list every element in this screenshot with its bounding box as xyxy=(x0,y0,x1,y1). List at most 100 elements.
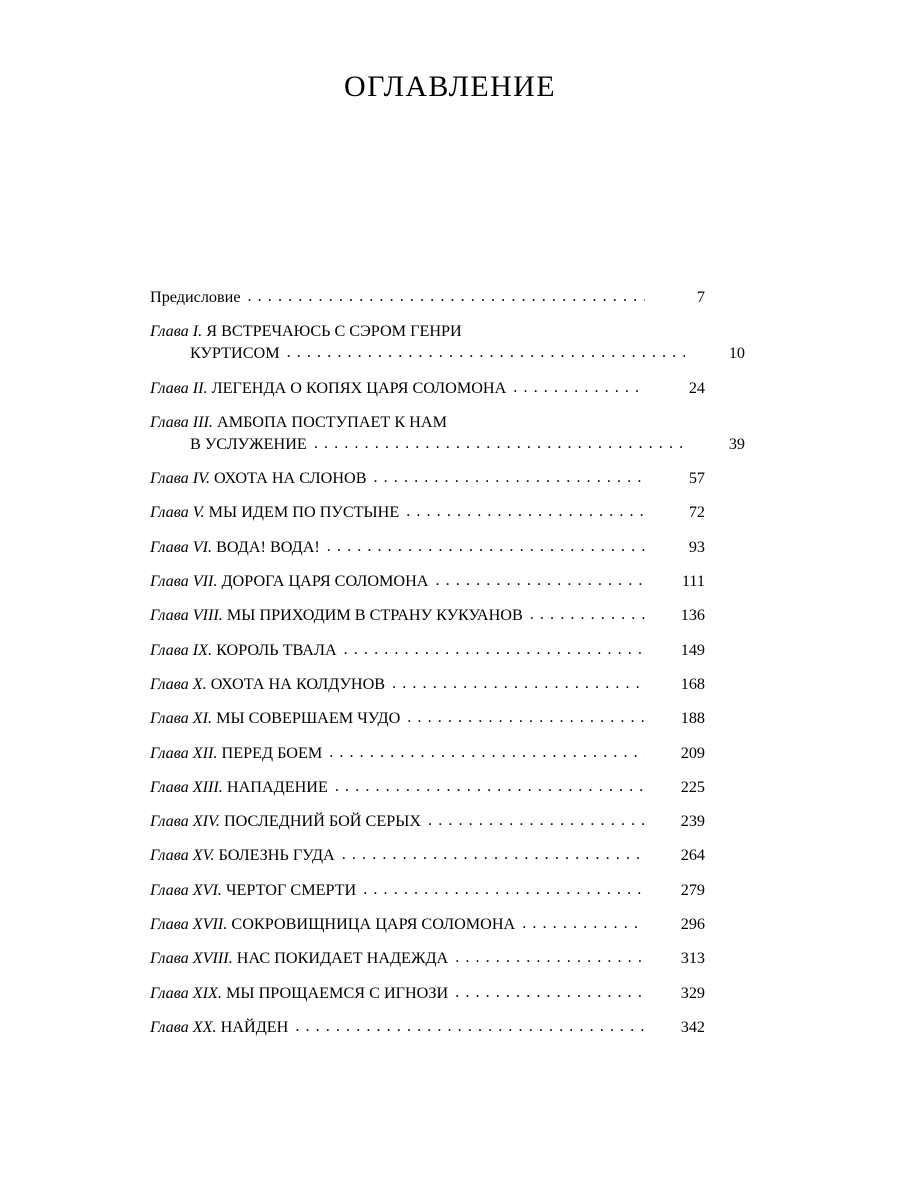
toc-dot-leader xyxy=(530,606,645,622)
toc-page-number: 342 xyxy=(680,1017,705,1036)
toc-entry-line: Глава IV. ОХОТА НА СЛОНОВ 57 xyxy=(150,467,705,489)
toc-dot-leader xyxy=(374,469,645,485)
toc-entry-title: МЫ ПРОЩАЕМСЯ С ИГНОЗИ xyxy=(226,983,449,1002)
toc-page-number: 209 xyxy=(680,743,705,762)
toc-entry-label: КУРТИСОМ xyxy=(190,342,280,364)
toc-chapter-number: Глава I. xyxy=(150,322,203,341)
toc-entry-line: Глава XI. МЫ СОВЕРШАЕМ ЧУДО 188 xyxy=(150,707,705,729)
toc-dot-leader xyxy=(342,846,645,862)
toc-page-number: 279 xyxy=(680,880,705,899)
toc-entry-title: ЛЕГЕНДА О КОПЯХ ЦАРЯ СОЛОМОНА xyxy=(211,378,507,397)
toc-page-number: 168 xyxy=(680,674,705,693)
toc-entry-label: Глава XVIII. НАС ПОКИДАЕТ НАДЕЖДА xyxy=(150,947,448,969)
toc-entry-label: Глава V. МЫ ИДЕМ ПО ПУСТЫНЕ xyxy=(150,501,399,523)
toc-dot-leader xyxy=(406,503,645,519)
toc-entry[interactable]: Глава V. МЫ ИДЕМ ПО ПУСТЫНЕ 72 xyxy=(150,501,705,523)
toc-entry[interactable]: Глава XVIII. НАС ПОКИДАЕТ НАДЕЖДА 313 xyxy=(150,947,705,969)
toc-entry-title: НАПАДЕНИЕ xyxy=(226,777,328,796)
toc-dot-leader xyxy=(455,949,645,965)
toc-entry-title: БОЛЕЗНЬ ГУДА xyxy=(218,846,335,865)
toc-entry[interactable]: Глава I. Я ВСТРЕЧАЮСЬ С СЭРОМ ГЕНРИ КУРТИ… xyxy=(150,320,745,364)
toc-entry-line: Глава XVIII. НАС ПОКИДАЕТ НАДЕЖДА 313 xyxy=(150,947,705,969)
toc-chapter-number: Глава II. xyxy=(150,378,208,397)
toc-entry[interactable]: Глава VIII. МЫ ПРИХОДИМ В СТРАНУ КУКУАНО… xyxy=(150,604,705,626)
toc-entry-title: ЧЕРТОГ СМЕРТИ xyxy=(226,880,357,899)
toc-chapter-number: Глава III. xyxy=(150,412,213,431)
toc-entry-line: Предисловие 7 xyxy=(150,286,705,308)
toc-dot-leader xyxy=(335,778,645,794)
toc-entry[interactable]: Глава III. АМБОПА ПОСТУПАЕТ К НАМ В УСЛУЖ… xyxy=(150,411,745,455)
toc-entry-label: Глава IV. ОХОТА НА СЛОНОВ xyxy=(150,467,367,489)
toc-entry-label: Глава IX. КОРОЛЬ ТВАЛА xyxy=(150,639,337,661)
toc-entry-line: Глава XVI. ЧЕРТОГ СМЕРТИ 279 xyxy=(150,879,705,901)
toc-entry[interactable]: Глава XIX. МЫ ПРОЩАЕМСЯ С ИГНОЗИ 329 xyxy=(150,982,705,1004)
toc-page-number: 188 xyxy=(680,709,705,728)
toc-entry[interactable]: Глава XIV. ПОСЛЕДНИЙ БОЙ СЕРЫХ 239 xyxy=(150,810,705,832)
toc-entry[interactable]: Глава XIII. НАПАДЕНИЕ 225 xyxy=(150,776,705,798)
toc-entry[interactable]: Глава XII. ПЕРЕД БОЕМ 209 xyxy=(150,742,705,764)
toc-entry-line: Глава VI. ВОДА! ВОДА! 93 xyxy=(150,536,705,558)
toc-chapter-number: Глава XV. xyxy=(150,846,215,865)
toc-chapter-number: Глава XVI. xyxy=(150,880,222,899)
toc-dot-leader xyxy=(329,744,645,760)
toc-page-number: 313 xyxy=(680,949,705,968)
toc-entry[interactable]: Глава IV. ОХОТА НА СЛОНОВ 57 xyxy=(150,467,705,489)
toc-entry-label: Глава XIX. МЫ ПРОЩАЕМСЯ С ИГНОЗИ xyxy=(150,982,448,1004)
toc-page-number: 39 xyxy=(728,434,745,453)
toc-entry-label: Глава VII. ДОРОГА ЦАРЯ СОЛОМОНА xyxy=(150,570,429,592)
toc-entry-title: СОКРОВИЩНИЦА ЦАРЯ СОЛОМОНА xyxy=(231,915,516,934)
toc-dot-leader xyxy=(344,641,645,657)
toc-entry-title: МЫ СОВЕРШАЕМ ЧУДО xyxy=(216,709,401,728)
toc-entry[interactable]: Глава II. ЛЕГЕНДА О КОПЯХ ЦАРЯ СОЛОМОНА 2… xyxy=(150,377,705,399)
toc-entry-label: Глава XIV. ПОСЛЕДНИЙ БОЙ СЕРЫХ xyxy=(150,810,421,832)
toc-entry-line: Глава XIX. МЫ ПРОЩАЕМСЯ С ИГНОЗИ 329 xyxy=(150,982,705,1004)
toc-entry-title: НАС ПОКИДАЕТ НАДЕЖДА xyxy=(236,949,449,968)
toc-entry-label: Глава III. АМБОПА ПОСТУПАЕТ К НАМ xyxy=(150,411,447,433)
toc-entry-title: АМБОПА ПОСТУПАЕТ К НАМ xyxy=(217,412,447,431)
toc-entry[interactable]: Глава XVI. ЧЕРТОГ СМЕРТИ 279 xyxy=(150,879,705,901)
toc-entry-line: Глава I. Я ВСТРЕЧАЮСЬ С СЭРОМ ГЕНРИ xyxy=(150,320,705,342)
toc-entry-label: Глава XVI. ЧЕРТОГ СМЕРТИ xyxy=(150,879,356,901)
toc-entry[interactable]: Глава XI. МЫ СОВЕРШАЕМ ЧУДО 188 xyxy=(150,707,705,729)
toc-entry-title: КУРТИСОМ xyxy=(190,344,280,363)
toc-dot-leader xyxy=(327,538,645,554)
toc-page-number: 264 xyxy=(680,846,705,865)
toc-entry-line: Глава VII. ДОРОГА ЦАРЯ СОЛОМОНА 111 xyxy=(150,570,705,592)
toc-entry-label: Предисловие xyxy=(150,286,241,308)
toc-dot-leader xyxy=(287,344,685,360)
toc-entry-line: В УСЛУЖЕНИЕ 39 xyxy=(150,433,745,455)
toc-entry[interactable]: Глава IX. КОРОЛЬ ТВАЛА 149 xyxy=(150,639,705,661)
toc-entry-label: Глава I. Я ВСТРЕЧАЮСЬ С СЭРОМ ГЕНРИ xyxy=(150,320,462,342)
toc-entry-line: КУРТИСОМ 10 xyxy=(150,342,745,364)
toc-chapter-number: Глава XIII. xyxy=(150,777,223,796)
toc-chapter-number: Глава XIV. xyxy=(150,812,220,831)
toc-entry-line: Глава XV. БОЛЕЗНЬ ГУДА 264 xyxy=(150,844,705,866)
toc-entry-title: Я ВСТРЕЧАЮСЬ С СЭРОМ ГЕНРИ xyxy=(206,322,462,341)
toc-entry[interactable]: Глава VII. ДОРОГА ЦАРЯ СОЛОМОНА 111 xyxy=(150,570,705,592)
toc-entry-line: Глава III. АМБОПА ПОСТУПАЕТ К НАМ xyxy=(150,411,705,433)
toc-entry-title: ПОСЛЕДНИЙ БОЙ СЕРЫХ xyxy=(223,812,422,831)
toc-entry[interactable]: Глава X. ОХОТА НА КОЛДУНОВ 168 xyxy=(150,673,705,695)
toc-entry[interactable]: Глава VI. ВОДА! ВОДА! 93 xyxy=(150,536,705,558)
toc-entry-line: Глава XX. НАЙДЕН 342 xyxy=(150,1016,705,1038)
toc-entry-title: ДОРОГА ЦАРЯ СОЛОМОНА xyxy=(221,572,429,591)
toc-entry-line: Глава XIII. НАПАДЕНИЕ 225 xyxy=(150,776,705,798)
toc-entry-title: ПЕРЕД БОЕМ xyxy=(221,743,323,762)
toc-page-number: 329 xyxy=(680,983,705,1002)
toc-dot-leader xyxy=(513,379,645,395)
toc-entry-line: Глава XII. ПЕРЕД БОЕМ 209 xyxy=(150,742,705,764)
toc-dot-leader xyxy=(455,984,645,1000)
toc-dot-leader xyxy=(363,881,645,897)
toc-chapter-number: Глава XVIII. xyxy=(150,949,233,968)
toc-entry[interactable]: Предисловие 7 xyxy=(150,286,705,308)
toc-entry-label: Глава XI. МЫ СОВЕРШАЕМ ЧУДО xyxy=(150,707,400,729)
toc-entry[interactable]: Глава XX. НАЙДЕН 342 xyxy=(150,1016,705,1038)
toc-entry-line: Глава VIII. МЫ ПРИХОДИМ В СТРАНУ КУКУАНО… xyxy=(150,604,705,626)
toc-page-number: 24 xyxy=(688,378,705,397)
toc-entry[interactable]: Глава XVII. СОКРОВИЩНИЦА ЦАРЯ СОЛОМОНА 29… xyxy=(150,913,705,935)
toc-chapter-number: Глава VIII. xyxy=(150,606,223,625)
toc-entry[interactable]: Глава XV. БОЛЕЗНЬ ГУДА 264 xyxy=(150,844,705,866)
toc-entry-label: Глава XVII. СОКРОВИЩНИЦА ЦАРЯ СОЛОМОНА xyxy=(150,913,515,935)
toc-entry-title: Предисловие xyxy=(150,288,241,306)
toc-page-number: 93 xyxy=(688,537,705,556)
